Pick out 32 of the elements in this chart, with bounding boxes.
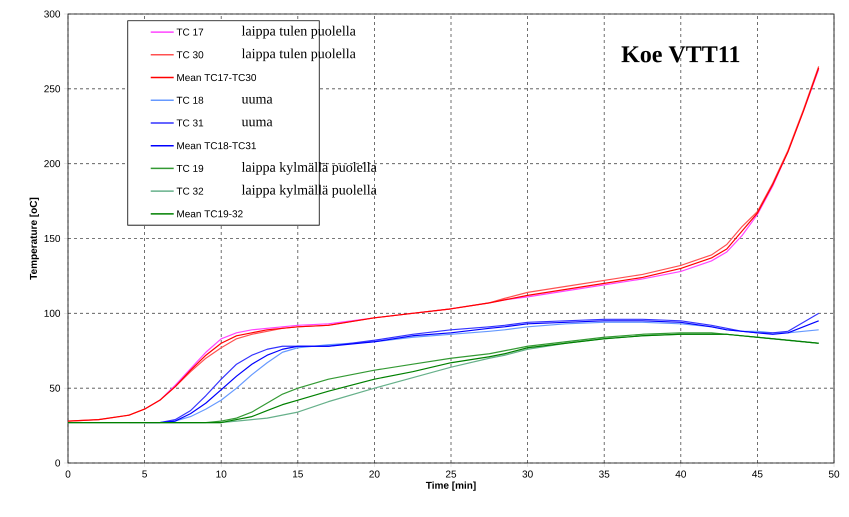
x-axis-title: Time [min] (426, 481, 476, 491)
x-tick-label: 30 (522, 470, 533, 478)
text: Koe VTT11 (622, 46, 740, 63)
y-tick-label: 200 (44, 160, 60, 168)
x-tick-label: 0 (66, 470, 70, 478)
legend-label: Mean TC19-32 (177, 210, 243, 218)
x-tick-label: 15 (293, 470, 303, 478)
x-tick-label: 25 (446, 470, 456, 478)
y-tick-label: 0 (55, 459, 60, 467)
legend-label: TC 19 (176, 164, 204, 172)
annotation: uuma (242, 96, 272, 104)
legend-label: TC 17 (176, 28, 204, 36)
x-tick-label: 10 (216, 470, 226, 478)
y-tick-label: 100 (44, 310, 60, 317)
legend-label: TC 18 (176, 96, 204, 104)
legend-label: TC 31 (176, 119, 204, 127)
y-axis-title: Temperature [oC] (30, 198, 39, 280)
x-tick-label: 40 (675, 470, 686, 478)
x-tick-label: 35 (599, 470, 610, 478)
legend-label: Mean TC17-TC30 (177, 74, 256, 82)
y-tick-label: 300 (44, 10, 60, 18)
y-tick-label: 50 (50, 384, 60, 392)
y-tick-label: 250 (44, 85, 60, 92)
annotation: uuma (242, 120, 272, 126)
legend-label: TC 32 (176, 188, 204, 195)
x-tick-label: 5 (142, 470, 147, 478)
y-tick-label: 150 (44, 234, 60, 242)
legend-label: Mean TC18-TC31 (177, 142, 256, 150)
x-tick-label: 45 (752, 470, 763, 478)
x-tick-label: 50 (828, 470, 840, 478)
legend-label: TC 30 (176, 51, 204, 58)
x-tick-label: 20 (369, 470, 380, 478)
